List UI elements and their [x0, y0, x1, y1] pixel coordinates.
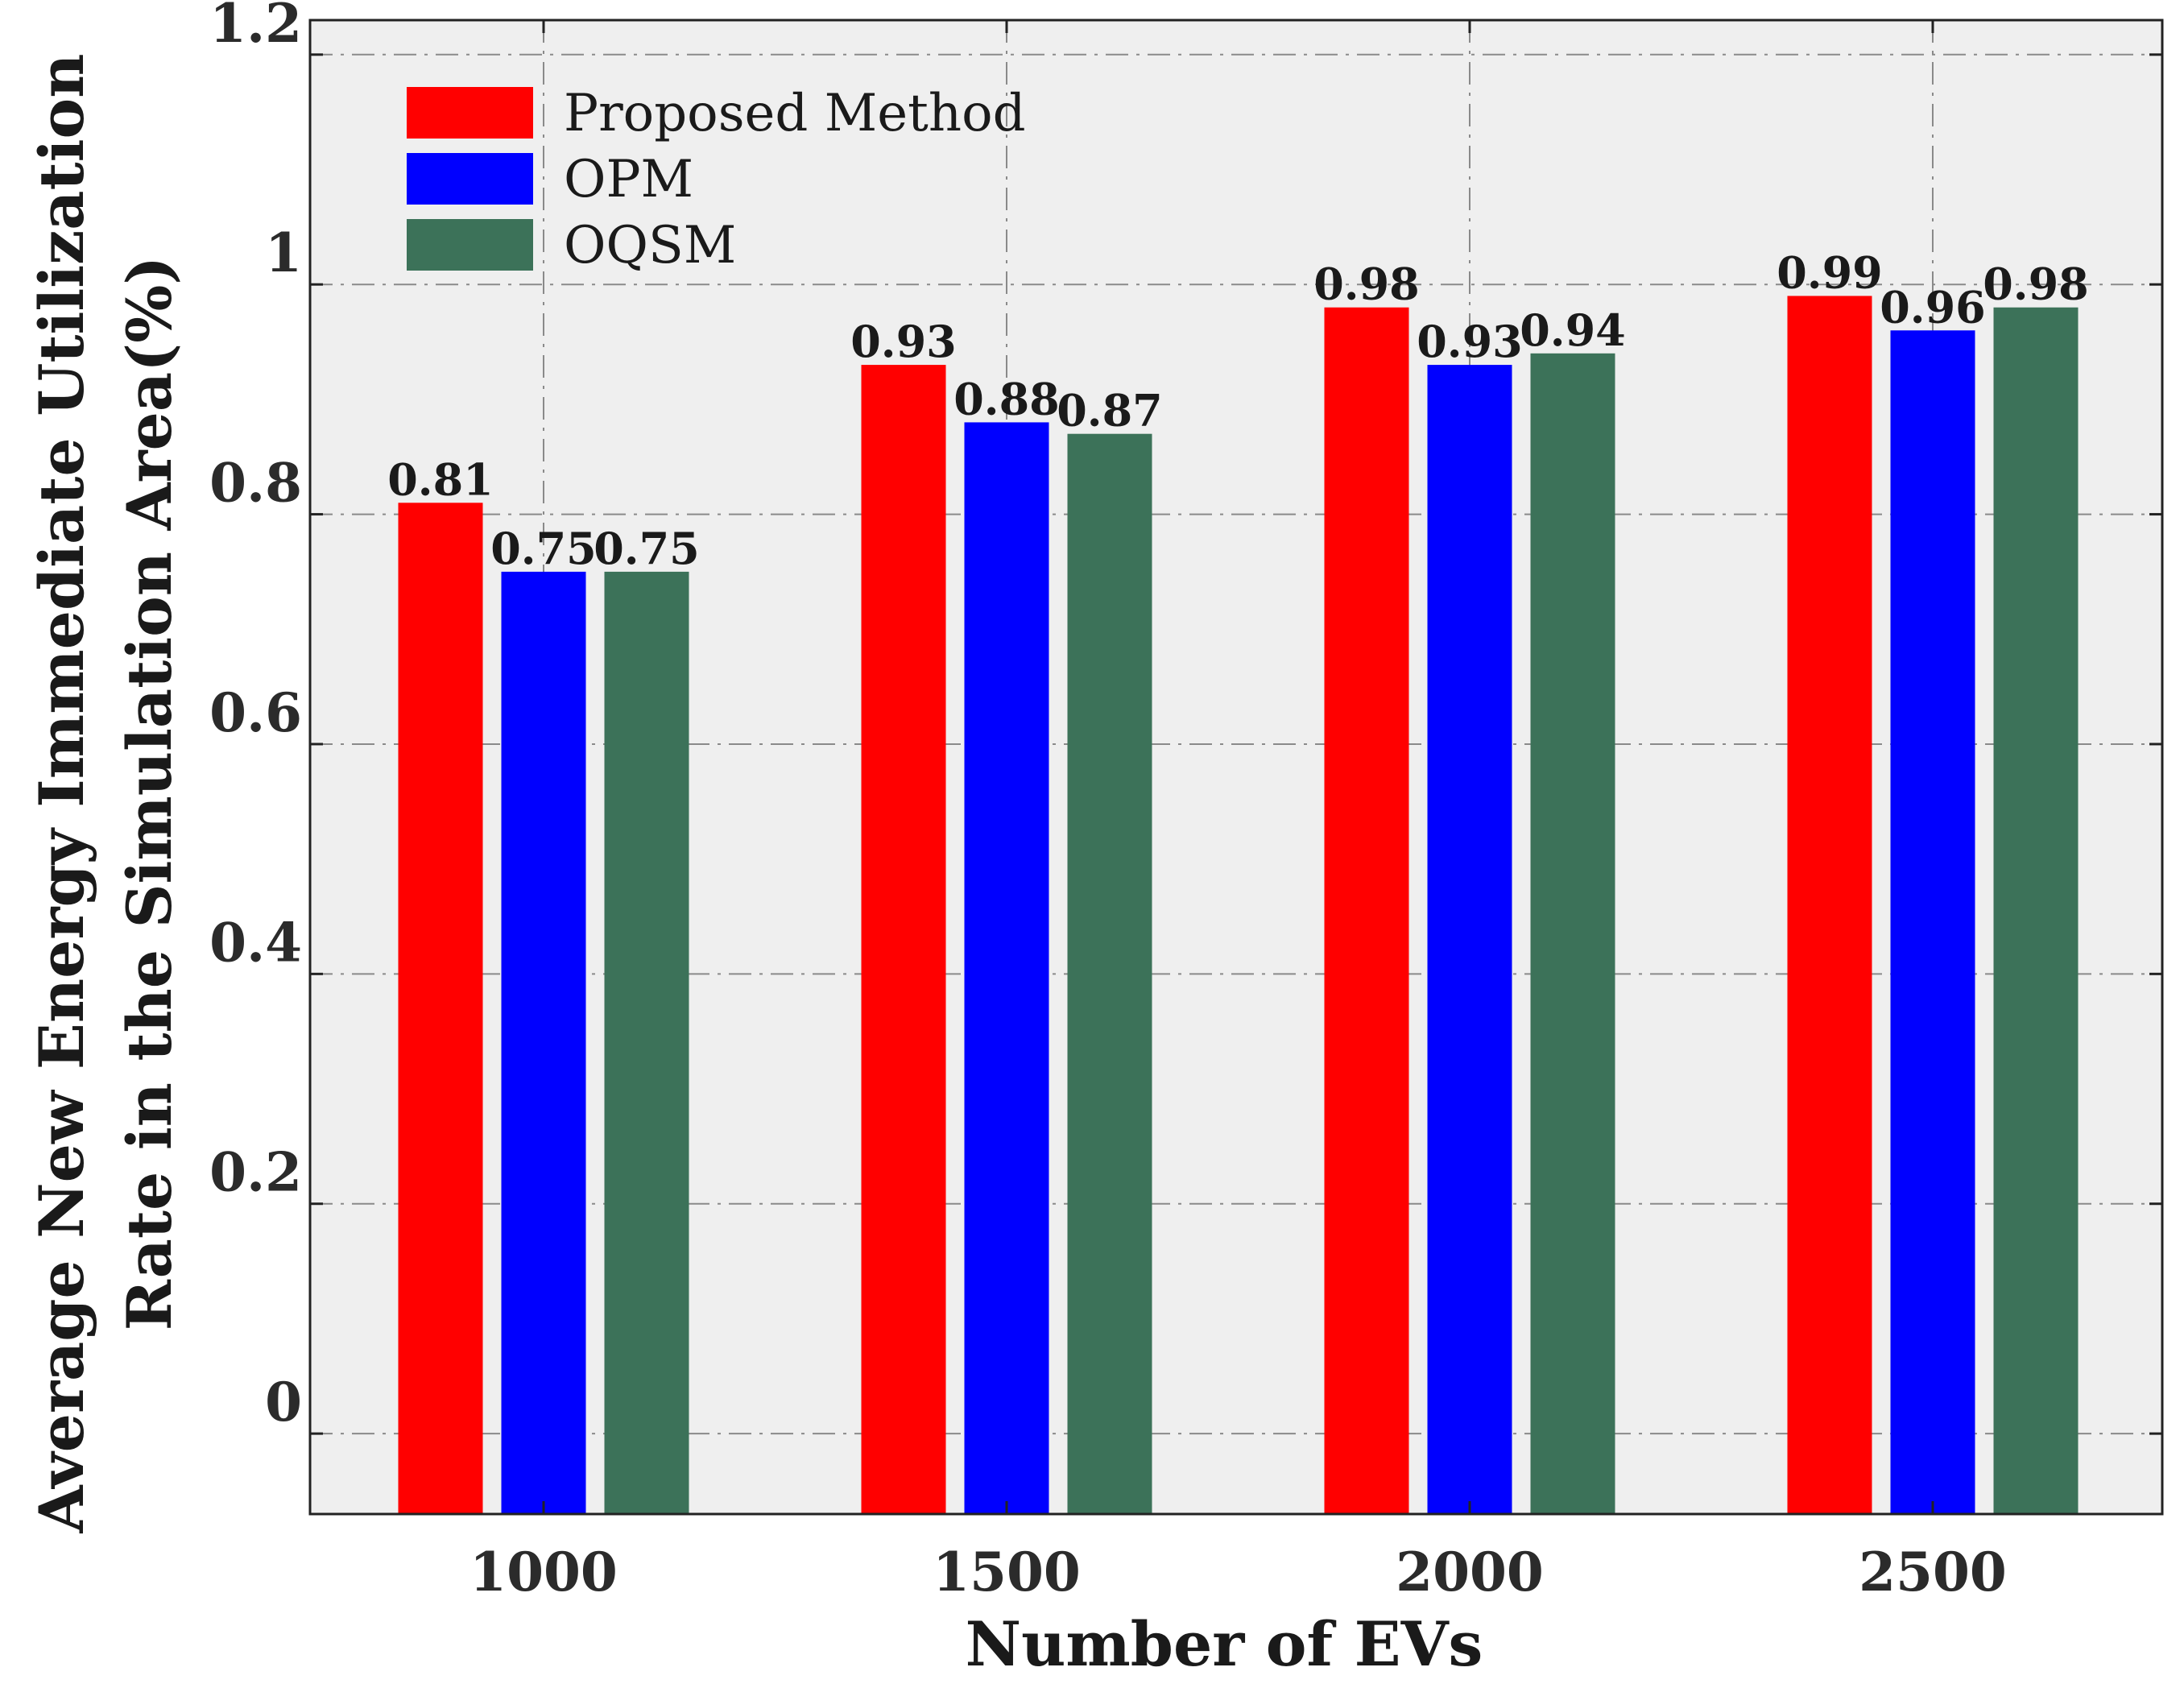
y-tick-label: 0	[265, 1371, 302, 1434]
y-tick-label: 0.6	[209, 681, 302, 744]
bar-opm-1500	[964, 422, 1049, 1514]
legend-swatch-proposed-method	[407, 87, 533, 139]
bar-value-label: 0.94	[1520, 304, 1626, 356]
bar-oqsm-1000	[604, 571, 689, 1514]
legend-label: OPM	[564, 150, 693, 209]
bars-group	[398, 296, 2079, 1515]
x-tick-label: 1500	[933, 1541, 1081, 1603]
bar-value-label: 0.75	[490, 523, 597, 574]
bar-value-label: 0.81	[387, 453, 494, 505]
bar-oqsm-1500	[1067, 433, 1152, 1514]
y-tick-label: 1.2	[209, 0, 302, 55]
legend-swatch-opm	[407, 153, 533, 205]
x-axis-ticks: 1000 1500 2000 2500	[469, 20, 2007, 1603]
bar-value-label: 0.75	[594, 523, 700, 574]
bar-value-label: 0.99	[1777, 246, 1883, 298]
legend: Proposed Method OPM OQSM	[407, 84, 1026, 275]
bar-proposed-method-2500	[1787, 296, 1872, 1514]
bar-value-label: 0.96	[1880, 281, 1986, 333]
bar-value-label: 0.88	[953, 373, 1060, 424]
y-tick-label: 1	[265, 221, 302, 284]
y-axis-title-line-2: Rate in the Simulation Area(%)	[114, 256, 185, 1331]
bar-proposed-method-1000	[398, 503, 483, 1515]
y-tick-label: 0.4	[209, 911, 302, 974]
bar-opm-1000	[501, 571, 586, 1514]
legend-label: OQSM	[564, 216, 736, 275]
bar-oqsm-2500	[1993, 307, 2079, 1515]
bar-labels-group: 0.81 0.93 0.98 0.99 0.75 0.88 0.93 0.96 0.75 0.87…	[387, 246, 2089, 573]
bar-value-label: 0.98	[1983, 259, 2089, 310]
bar-value-label: 0.87	[1057, 385, 1163, 436]
y-tick-label: 0.2	[209, 1141, 302, 1204]
y-axis-ticks: 00.20.40.60.811.2	[209, 0, 2162, 1435]
plot-frame	[308, 19, 2164, 1516]
bar-opm-2500	[1890, 330, 1975, 1514]
x-tick-label: 1000	[469, 1541, 618, 1603]
bar-proposed-method-2000	[1324, 307, 1409, 1515]
bar-value-label: 0.93	[1417, 316, 1523, 367]
bar-opm-2000	[1427, 365, 1512, 1515]
bar-proposed-method-1500	[861, 365, 946, 1515]
bar-oqsm-2000	[1530, 353, 1615, 1515]
bar-value-label: 0.98	[1313, 259, 1420, 310]
y-tick-label: 0.8	[209, 452, 302, 515]
legend-swatch-oqsm	[407, 219, 533, 271]
x-axis-title: Number of EVs	[966, 1608, 1483, 1680]
bar-value-label: 0.93	[850, 316, 957, 367]
y-axis-title-line-1: Average New Energy Immediate Utilization	[26, 54, 97, 1534]
legend-label: Proposed Method	[564, 84, 1026, 143]
x-tick-label: 2500	[1859, 1541, 2007, 1603]
x-tick-label: 2000	[1396, 1541, 1544, 1603]
